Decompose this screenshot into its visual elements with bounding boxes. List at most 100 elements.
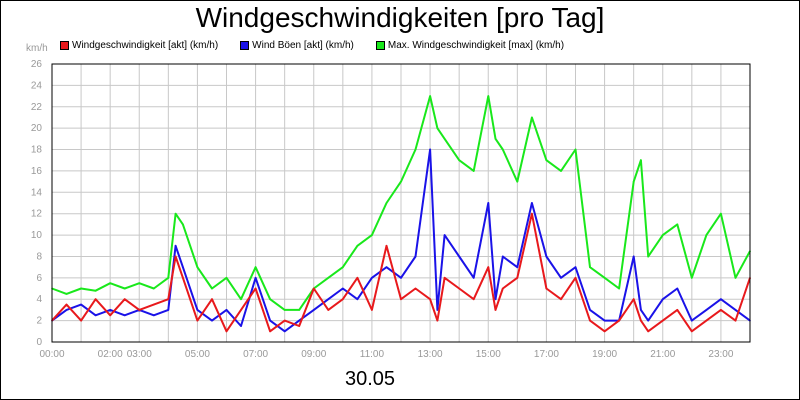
data-point-0-24 (385, 202, 388, 204)
data-point-0-39 (574, 148, 577, 151)
data-point-1-2 (80, 303, 82, 306)
data-point-2-11 (196, 319, 199, 322)
data-point-0-13 (225, 277, 228, 279)
data-point-2-41 (603, 330, 606, 333)
data-point-2-16 (269, 330, 271, 333)
data-point-2-25 (400, 298, 402, 301)
data-point-2-34 (501, 287, 504, 290)
data-point-1-20 (327, 298, 330, 301)
data-point-0-43 (632, 180, 635, 183)
data-point-0-42 (618, 287, 620, 290)
data-point-1-30 (458, 255, 460, 258)
data-point-1-44 (640, 309, 642, 311)
data-point-1-23 (371, 277, 373, 279)
data-point-0-31 (472, 170, 475, 172)
data-point-2-45 (647, 330, 650, 333)
x-tick-label: 02:00 (98, 349, 123, 360)
data-point-1-47 (676, 287, 679, 290)
data-point-2-21 (342, 298, 344, 301)
x-tick-label: 17:00 (534, 349, 559, 360)
data-point-1-33 (494, 298, 497, 301)
x-tick-label: 00:00 (39, 349, 64, 360)
data-point-0-14 (240, 298, 242, 301)
y-tick-label: 18 (31, 145, 43, 156)
data-point-1-11 (196, 309, 199, 311)
data-point-0-29 (443, 138, 446, 140)
legend-item-max: Max. Windgeschwindigkeit [max] (km/h) (375, 40, 564, 51)
data-point-1-24 (385, 266, 388, 268)
x-tick-label: 11:00 (360, 349, 385, 360)
data-point-2-7 (152, 303, 155, 306)
data-point-1-48 (691, 319, 693, 322)
data-point-0-18 (298, 309, 301, 311)
data-point-1-15 (254, 277, 257, 279)
data-point-0-38 (560, 170, 562, 172)
data-point-0-33 (494, 138, 497, 140)
data-point-2-31 (472, 298, 475, 301)
data-point-0-9 (174, 212, 177, 215)
data-point-1-35 (516, 266, 519, 268)
data-point-2-20 (327, 309, 330, 311)
y-tick-label: 22 (31, 102, 43, 113)
data-point-2-27 (429, 298, 431, 301)
data-point-1-7 (152, 314, 155, 317)
data-point-2-4 (109, 314, 111, 317)
data-point-1-31 (472, 277, 475, 279)
y-unit-label: km/h (26, 43, 48, 54)
data-point-1-46 (661, 298, 664, 301)
data-point-0-37 (545, 159, 548, 162)
data-point-2-29 (443, 277, 446, 279)
data-point-0-23 (371, 234, 373, 236)
data-point-1-12 (211, 319, 213, 322)
data-point-0-50 (720, 212, 722, 215)
data-point-0-21 (342, 266, 344, 268)
data-point-1-43 (632, 255, 635, 258)
data-point-0-16 (269, 298, 271, 301)
data-point-2-40 (589, 319, 591, 322)
x-tick-label: 09:00 (301, 349, 326, 360)
data-point-0-4 (109, 282, 111, 284)
y-tick-label: 20 (31, 123, 43, 134)
y-tick-label: 6 (36, 273, 42, 284)
data-point-2-23 (371, 309, 373, 311)
data-point-1-26 (414, 255, 417, 258)
data-point-1-10 (182, 266, 184, 268)
data-point-2-39 (574, 277, 577, 279)
y-tick-label: 14 (31, 187, 43, 198)
y-tick-label: 0 (36, 337, 42, 348)
data-point-0-25 (400, 180, 402, 183)
data-point-0-8 (167, 277, 170, 279)
data-point-0-27 (429, 95, 431, 97)
data-point-1-41 (603, 319, 606, 322)
x-tick-label: 07:00 (243, 349, 268, 360)
y-tick-label: 10 (31, 230, 43, 241)
legend: Windgeschwindigkeit [akt] (km/h) Wind Bö… (60, 40, 586, 51)
data-point-0-6 (138, 282, 141, 284)
data-point-1-13 (225, 309, 228, 311)
data-point-2-26 (414, 287, 417, 290)
data-point-2-13 (225, 330, 228, 333)
data-point-2-42 (618, 319, 620, 322)
x-tick-label: 23:00 (708, 349, 733, 360)
data-point-0-12 (211, 287, 213, 290)
data-point-2-35 (516, 277, 519, 279)
data-point-1-22 (356, 298, 359, 301)
data-point-2-48 (691, 330, 693, 333)
data-point-2-6 (138, 309, 141, 311)
data-point-1-51 (734, 309, 737, 311)
data-point-1-8 (167, 309, 170, 311)
data-point-1-4 (109, 309, 111, 311)
y-tick-label: 12 (31, 209, 43, 220)
data-point-0-48 (691, 277, 693, 279)
data-point-1-38 (560, 277, 562, 279)
data-point-0-44 (640, 159, 642, 162)
data-point-1-37 (545, 255, 548, 258)
green-square-icon (375, 41, 385, 50)
data-point-2-30 (458, 287, 460, 290)
data-point-2-15 (254, 287, 257, 290)
data-point-0-32 (487, 95, 490, 97)
data-point-1-14 (240, 325, 242, 327)
data-point-0-28 (436, 127, 439, 129)
data-point-2-5 (123, 298, 126, 301)
data-point-0-51 (734, 277, 737, 279)
